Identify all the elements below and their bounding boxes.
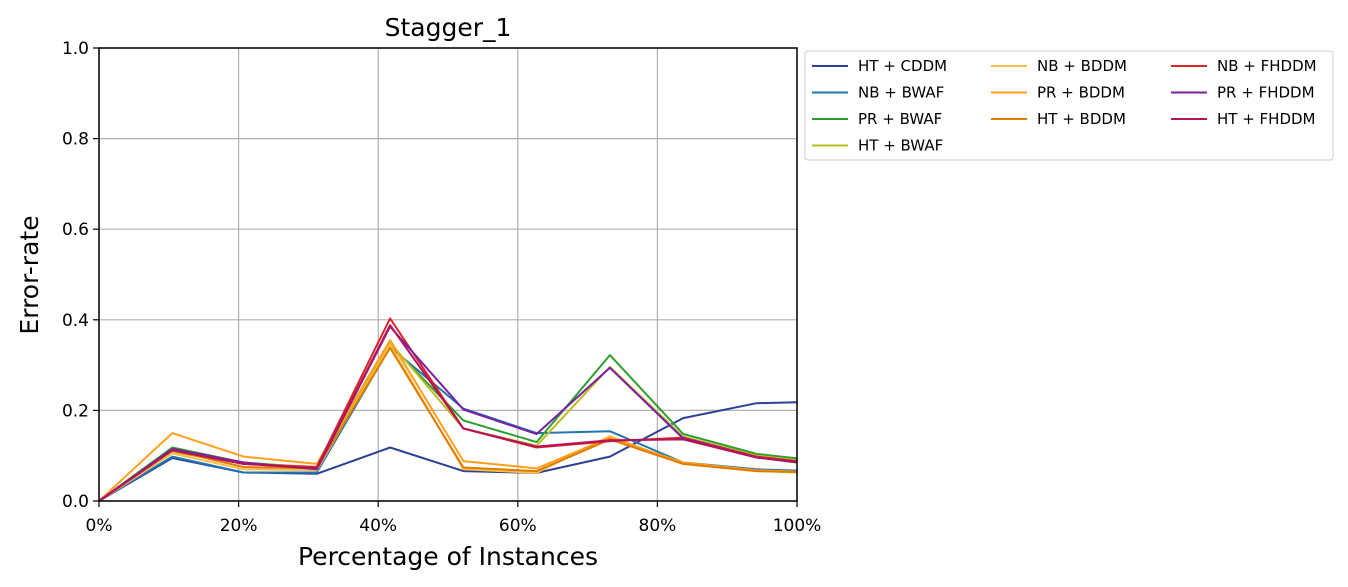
x-tick-label: 0% <box>86 516 113 536</box>
legend-label-pr-bwaf: PR + BWAF <box>858 110 942 128</box>
series-line-nb-bwaf <box>98 346 798 502</box>
y-tick-label: 1.0 <box>62 39 89 59</box>
legend: HT + CDDM NB + BWAF PR + BWAF HT + BWAF NB +… <box>804 50 1334 161</box>
legend-label-ht-fhddm: HT + FHDDM <box>1217 110 1316 128</box>
series-line-ht-cddm <box>98 401 798 502</box>
y-axis-ticks: 0.0 0.2 0.4 0.6 0.8 1.0 <box>62 39 99 512</box>
series-line-pr-bddm <box>98 339 798 502</box>
grid-lines <box>98 47 798 502</box>
y-tick-label: 0.6 <box>62 220 89 240</box>
y-tick-label: 0.0 <box>62 492 89 512</box>
y-tick-label: 0.2 <box>62 401 89 421</box>
legend-label-pr-bddm: PR + BDDM <box>1037 84 1125 102</box>
series-lines <box>98 317 798 502</box>
x-tick-label: 100% <box>773 516 822 536</box>
series-line-nb-bddm <box>98 343 798 502</box>
legend-label-nb-bddm: NB + BDDM <box>1037 57 1127 75</box>
x-tick-label: 20% <box>220 516 258 536</box>
legend-label-ht-bwaf: HT + BWAF <box>858 137 943 155</box>
series-line-ht-bwaf <box>98 341 798 502</box>
x-tick-label: 60% <box>499 516 537 536</box>
legend-label-nb-fhddm: NB + FHDDM <box>1217 57 1317 75</box>
x-axis-ticks: 0% 20% 40% 60% 80% 100% <box>86 501 822 536</box>
plot-area-frame <box>98 47 798 502</box>
y-tick-label: 0.8 <box>62 130 89 150</box>
y-tick-label: 0.4 <box>62 311 89 331</box>
series-line-ht-bddm <box>98 346 798 502</box>
y-axis-title: Error-rate <box>15 215 44 334</box>
series-line-pr-bwaf <box>98 343 798 502</box>
legend-label-ht-bddm: HT + BDDM <box>1037 110 1126 128</box>
legend-label-pr-fhddm: PR + FHDDM <box>1217 84 1315 102</box>
legend-label-ht-cddm: HT + CDDM <box>858 57 947 75</box>
x-axis-title: Percentage of Instances <box>298 542 598 571</box>
x-tick-label: 40% <box>359 516 397 536</box>
x-tick-label: 80% <box>639 516 677 536</box>
chart-title: Stagger_1 <box>385 13 512 42</box>
legend-label-nb-bwaf: NB + BWAF <box>858 84 944 102</box>
legend-box <box>804 50 1334 161</box>
series-line-ht-fhddm <box>98 324 798 502</box>
series-line-pr-fhddm <box>98 325 798 502</box>
